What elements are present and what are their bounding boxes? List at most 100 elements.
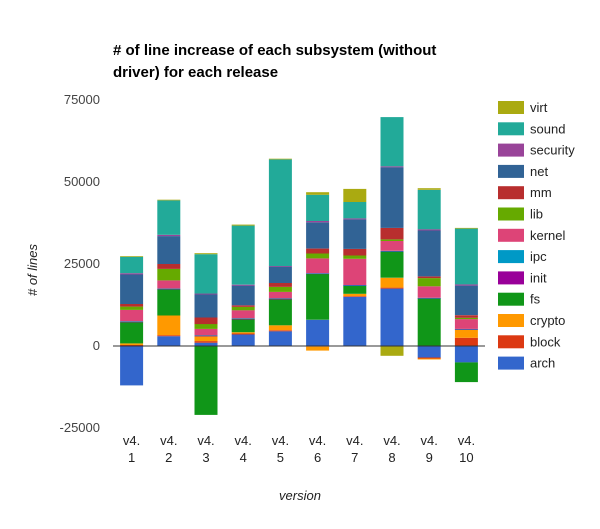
bar-segment-kernel [306,258,330,274]
bar-segment-ipc [417,297,441,299]
legend-swatch-sound [498,122,524,136]
legend-label-init: init [530,270,547,285]
bar-segment-virt [454,227,478,229]
bar-segment-kernel [380,241,404,251]
bar-segment-mm [157,264,181,269]
bar-segment-fs [157,289,181,316]
bar-segment-virt [157,199,181,201]
bar-segment-lib [343,255,367,259]
bar-segment-sound [454,228,478,285]
bar-segment-kernel [231,310,255,319]
legend-label-fs: fs [530,292,541,307]
bar-segment-mm [380,227,404,240]
bar-segment-block [157,335,181,337]
bar-segment-net [157,236,181,264]
bar-segment-fs [120,322,144,344]
bar-segment-net [231,285,255,306]
bar-segment-security [231,284,255,286]
legend-label-sound: sound [530,121,565,136]
bar-segment-arch [417,346,441,358]
bar-segment-arch [120,346,144,386]
bar-segment-init [231,318,255,320]
bar-segment-security [343,218,367,220]
bar-segment-fs [343,285,367,294]
bar-segment-crypto [268,325,292,331]
legend-swatch-mm [498,186,524,200]
x-tick-label: 1 [128,450,135,465]
bar-segment-kernel [194,328,218,336]
bar-segment-fs [231,319,255,333]
bar-segment-ipc [268,298,292,299]
bar-segment-virt [417,188,441,190]
bar-segment-sound [157,200,181,235]
bar-segment-init [417,298,441,299]
bar-segment-security [268,266,292,267]
bar-stacks [113,117,485,415]
bar-segment-lib [194,324,218,329]
bar-segment-lib [380,239,404,241]
x-tick-label: 6 [314,450,321,465]
bar-segment-crypto [306,346,330,351]
bar-segment-net [454,285,478,316]
bar-segment-ipc [343,285,367,286]
bar-segment-crypto [454,329,478,338]
bar-segment-sound [417,189,441,230]
legend-swatch-kernel [498,228,524,242]
bar-segment-crypto [231,332,255,334]
bar-segment-net [268,266,292,283]
x-tick-label: v4. [235,433,252,448]
bar-segment-arch [343,296,367,346]
chart-title: # of line increase of each subsystem (wi… [113,42,437,81]
legend-label-kernel: kernel [530,228,566,243]
legend-swatch-lib [498,207,524,221]
x-tick-label: v4. [383,433,400,448]
x-tick-label: v4. [309,433,326,448]
bar-segment-lib [306,253,330,259]
bar-segment-sound [231,225,255,285]
bar-segment-arch [268,331,292,346]
bar-segment-virt [194,253,218,255]
bar-segment-sound [380,117,404,167]
bar-segment-arch [194,342,218,346]
bar-segment-lib [417,278,441,287]
bar-segment-security [157,234,181,237]
bar-segment-security [194,293,218,295]
legend-swatch-virt [498,101,524,114]
bar-segment-block [231,333,255,335]
bar-segment-block [454,337,478,346]
bar-segment-crypto [380,277,404,288]
legend-label-ipc: ipc [530,249,547,264]
bar-segment-arch [157,336,181,346]
bar-segment-block [343,296,367,297]
legend-swatch-ipc [498,250,524,264]
bar-segment-lib [157,268,181,281]
x-tick-label: v4. [421,433,438,448]
legend-swatch-block [498,335,524,349]
x-tick-label: v4. [272,433,289,448]
bar-segment-net [343,219,367,249]
bar-segment-kernel [157,280,181,289]
bar-segment-mm [306,248,330,254]
bar-segment-virt [380,346,404,356]
legend-swatch-fs [498,292,524,306]
y-tick-label: -25000 [60,420,100,435]
bar-segment-block [194,341,218,343]
bar-segment-ipc [454,328,478,330]
y-tick-label: 25000 [64,256,100,271]
legend-swatch-arch [498,356,524,370]
bar-segment-fs [306,273,330,320]
bar-segment-kernel [268,291,292,299]
x-tick-label: v4. [160,433,177,448]
bar-segment-ipc [231,318,255,319]
bar-segment-net [120,274,144,304]
y-tick-labels: -25000 0 25000 50000 75000 [60,92,100,435]
bar-segment-ipc [157,288,181,290]
bar-segment-init [268,298,292,300]
x-tick-label: v4. [346,433,363,448]
x-tick-label: 9 [426,450,433,465]
bar-segment-lib [454,317,478,320]
bar-segment-sound [343,202,367,219]
bar-segment-sound [194,254,218,294]
bar-segment-crypto [194,336,218,342]
bar-segment-fs [268,299,292,326]
